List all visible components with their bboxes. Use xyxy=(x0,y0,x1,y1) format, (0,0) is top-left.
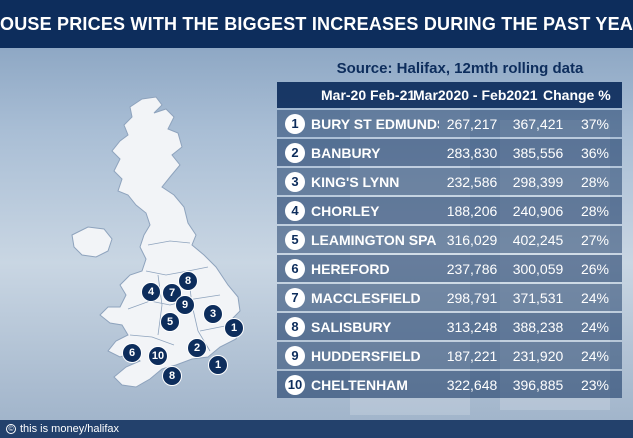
price-mar2020-feb2021: 385,556 xyxy=(512,144,564,161)
map-marker: 2 xyxy=(187,338,207,358)
price-table: Mar-20 Feb-21 Mar2020 - Feb2021 Change %… xyxy=(277,82,622,398)
town-name: CHORLEY xyxy=(311,202,380,219)
map-marker: 10 xyxy=(148,346,168,366)
rank-badge: 6 xyxy=(285,258,305,279)
rank-badge: 8 xyxy=(285,316,305,337)
change-percent: 26% xyxy=(580,260,610,277)
credit-bar: © this is money/halifax xyxy=(0,420,633,438)
northern-ireland-shape xyxy=(71,226,113,258)
change-percent: 24% xyxy=(580,318,610,335)
town-name: LEAMINGTON SPA xyxy=(311,231,437,248)
map-marker: 8 xyxy=(162,366,182,386)
price-mar2020-feb2021: 388,238 xyxy=(512,318,564,335)
price-mar2020-feb2021: 367,421 xyxy=(512,115,564,132)
map-marker: 6 xyxy=(122,343,142,363)
rank-badge: 7 xyxy=(285,287,305,308)
town-name: HUDDERSFIELD xyxy=(311,347,421,364)
table-row: 3 KING'S LYNN 232,586 298,399 28% xyxy=(277,168,622,195)
column-header: Mar2020 - Feb2021 xyxy=(413,87,538,103)
table-row: 8 SALISBURY 313,248 388,238 24% xyxy=(277,313,622,340)
map-marker: 4 xyxy=(141,282,161,302)
table-rows: 1 BURY ST EDMUNDS 267,217 367,421 37% 2 BANBUR… xyxy=(277,110,622,398)
town-name: SALISBURY xyxy=(311,318,392,335)
price-mar20-feb21: 316,029 xyxy=(446,231,498,248)
change-percent: 37% xyxy=(580,115,610,132)
table-row: 2 BANBURY 283,830 385,556 36% xyxy=(277,139,622,166)
map-marker: 8 xyxy=(178,271,198,291)
price-mar2020-feb2021: 240,906 xyxy=(512,202,564,219)
price-mar2020-feb2021: 371,531 xyxy=(512,289,564,306)
price-mar20-feb21: 188,206 xyxy=(446,202,498,219)
town-name: BANBURY xyxy=(311,144,381,161)
price-mar20-feb21: 237,786 xyxy=(446,260,498,277)
town-name: KING'S LYNN xyxy=(311,173,400,190)
change-percent: 28% xyxy=(580,173,610,190)
price-mar20-feb21: 283,830 xyxy=(446,144,498,161)
table-row: 6 HEREFORD 237,786 300,059 26% xyxy=(277,255,622,282)
change-percent: 27% xyxy=(580,231,610,248)
rank-badge: 9 xyxy=(285,345,305,366)
price-mar20-feb21: 298,791 xyxy=(446,289,498,306)
map-marker: 5 xyxy=(160,312,180,332)
table-row: 10 CHELTENHAM 322,648 396,885 23% xyxy=(277,371,622,398)
map-marker: 1 xyxy=(208,355,228,375)
town-name: BURY ST EDMUNDS xyxy=(311,115,439,132)
chart-title: HOUSE PRICES WITH THE BIGGEST INCREASES … xyxy=(0,13,633,34)
price-mar2020-feb2021: 396,885 xyxy=(512,376,564,393)
column-header: Change % xyxy=(543,87,611,103)
rank-badge: 4 xyxy=(285,200,305,221)
price-mar2020-feb2021: 298,399 xyxy=(512,173,564,190)
rank-badge: 10 xyxy=(285,374,305,395)
copyright-icon: © xyxy=(6,424,16,434)
table-row: 4 CHORLEY 188,206 240,906 28% xyxy=(277,197,622,224)
source-note: Source: Halifax, 12mth rolling data xyxy=(336,60,584,77)
credit-text: this is money/halifax xyxy=(20,423,120,435)
rank-badge: 1 xyxy=(285,113,305,134)
town-name: CHELTENHAM xyxy=(311,376,408,393)
uk-map xyxy=(71,96,241,388)
price-mar20-feb21: 232,586 xyxy=(446,173,498,190)
town-name: MACCLESFIELD xyxy=(311,289,421,306)
table-row: 7 MACCLESFIELD 298,791 371,531 24% xyxy=(277,284,622,311)
price-mar2020-feb2021: 300,059 xyxy=(512,260,564,277)
price-mar20-feb21: 313,248 xyxy=(446,318,498,335)
change-percent: 28% xyxy=(580,202,610,219)
change-percent: 24% xyxy=(580,289,610,306)
town-name: HEREFORD xyxy=(311,260,390,277)
price-mar20-feb21: 187,221 xyxy=(446,347,498,364)
column-header: Mar-20 Feb-21 xyxy=(321,87,416,103)
region-borders xyxy=(127,240,231,352)
price-mar20-feb21: 267,217 xyxy=(446,115,498,132)
title-bar: HOUSE PRICES WITH THE BIGGEST INCREASES … xyxy=(0,0,633,48)
table-row: 9 HUDDERSFIELD 187,221 231,920 24% xyxy=(277,342,622,369)
table-header: Mar-20 Feb-21 Mar2020 - Feb2021 Change % xyxy=(277,82,622,108)
change-percent: 24% xyxy=(580,347,610,364)
price-mar20-feb21: 322,648 xyxy=(446,376,498,393)
map-marker: 9 xyxy=(175,295,195,315)
change-percent: 23% xyxy=(580,376,610,393)
price-mar2020-feb2021: 402,245 xyxy=(512,231,564,248)
map-marker: 3 xyxy=(203,304,223,324)
map-marker: 1 xyxy=(224,318,244,338)
price-mar2020-feb2021: 231,920 xyxy=(512,347,564,364)
rank-badge: 2 xyxy=(285,142,305,163)
table-row: 5 LEAMINGTON SPA 316,029 402,245 27% xyxy=(277,226,622,253)
table-row: 1 BURY ST EDMUNDS 267,217 367,421 37% xyxy=(277,110,622,137)
rank-badge: 3 xyxy=(285,171,305,192)
change-percent: 36% xyxy=(580,144,610,161)
rank-badge: 5 xyxy=(285,229,305,250)
